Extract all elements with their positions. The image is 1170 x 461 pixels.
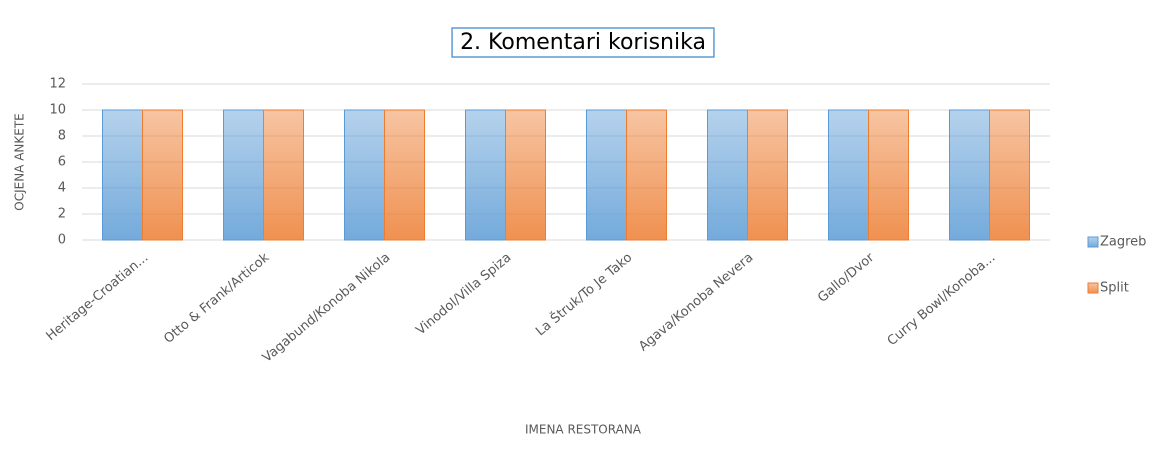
bar: [384, 109, 425, 241]
x-tick-label: Heritage-Croatian...: [44, 250, 152, 344]
bar: [223, 109, 264, 241]
x-axis-label: IMENA RESTORANA: [525, 423, 642, 437]
x-tick-label: La Štruk/To Je Tako: [533, 249, 636, 339]
x-tick-label: Curry Bowl/Konoba...: [885, 250, 999, 349]
legend-label: Split: [1100, 281, 1129, 296]
bar: [949, 109, 990, 241]
y-tick-label: 8: [58, 129, 66, 144]
bar: [868, 109, 909, 241]
bar: [344, 109, 385, 241]
bar: [828, 109, 869, 241]
legend-swatch: [1087, 236, 1099, 248]
x-tick-label: Agava/Konoba Nevera: [636, 250, 756, 354]
bar: [747, 109, 788, 241]
bar: [142, 109, 183, 241]
x-tick-label: Gallo/Dvor: [815, 250, 878, 306]
bar: [102, 109, 143, 241]
y-tick-label: 4: [58, 181, 66, 196]
bar: [707, 109, 748, 241]
legend-swatch: [1087, 282, 1099, 294]
bar: [465, 109, 506, 241]
bar: [989, 109, 1030, 241]
y-tick-label: 2: [58, 207, 66, 222]
x-tick-label: Otto & Frank/Articok: [161, 250, 272, 347]
y-tick-label: 0: [58, 233, 66, 248]
y-tick-label: 10: [49, 103, 66, 118]
y-tick-label: 12: [49, 77, 66, 92]
bar: [505, 109, 546, 241]
bar: [586, 109, 627, 241]
chart-title: 2. Komentari korisnika: [460, 30, 706, 55]
y-tick-label: 6: [58, 155, 66, 170]
bar: [263, 109, 304, 241]
bar: [626, 109, 667, 241]
y-axis-label: OCJENA ANKETE: [13, 113, 27, 211]
title-box: [451, 27, 715, 58]
x-tick-label: Vinodol/Villa Spiza: [413, 250, 514, 338]
legend-label: Zagreb: [1100, 235, 1146, 250]
x-tick-label: Vagabund/Konoba Nikola: [260, 250, 394, 365]
